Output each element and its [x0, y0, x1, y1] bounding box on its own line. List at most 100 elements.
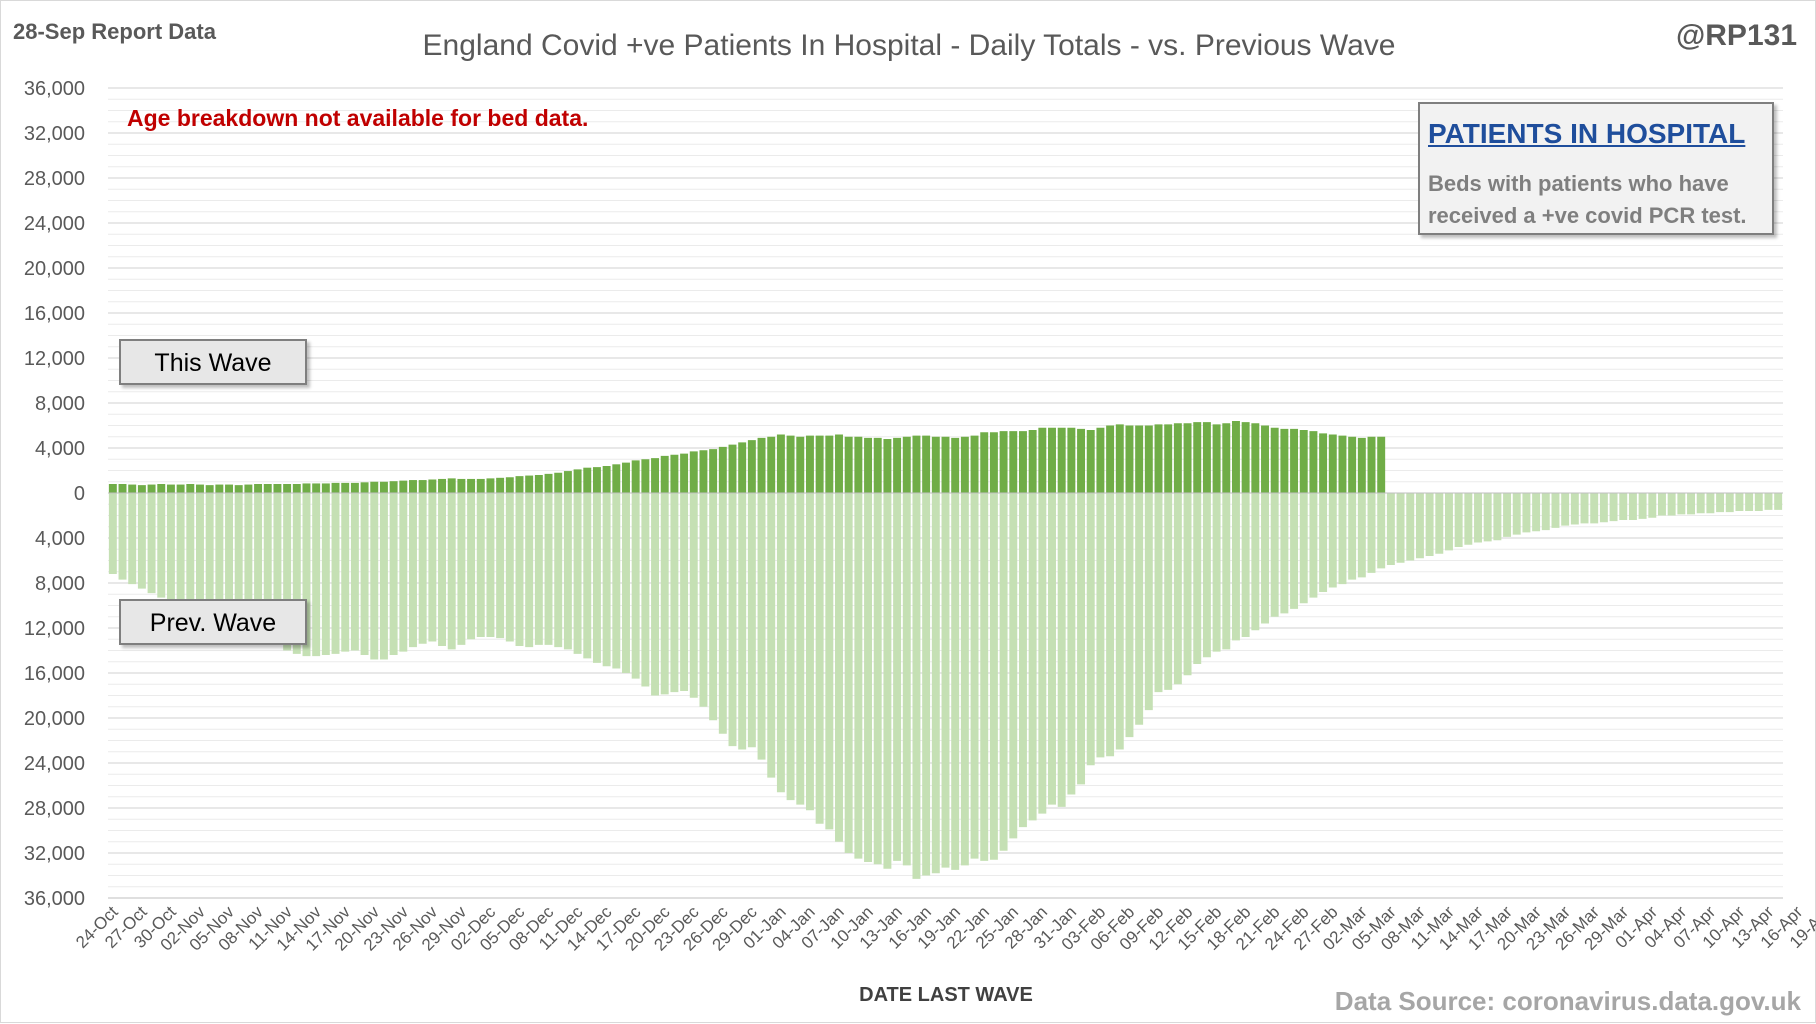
this-wave-bar [796, 436, 805, 493]
this-wave-bar [215, 484, 224, 493]
prev-wave-bar [1512, 493, 1521, 535]
this-wave-bar [835, 434, 843, 493]
prev-wave-bar [515, 493, 524, 646]
prev-wave-bar [1338, 493, 1347, 585]
prev-wave-bar [563, 493, 572, 650]
this-wave-bar [1028, 430, 1037, 493]
this-wave-bar [805, 435, 814, 493]
prev-wave-bar [1764, 493, 1773, 510]
this-wave-bar [912, 435, 921, 493]
this-wave-bar [263, 484, 272, 493]
prev-wave-bar [1667, 493, 1676, 516]
this-wave-bar [486, 478, 495, 493]
this-wave-bar [1183, 423, 1192, 493]
prev-wave-bar [1725, 493, 1734, 513]
this-wave-bar [1057, 427, 1066, 493]
this-wave-bar [554, 472, 563, 493]
this-wave-bar [1106, 425, 1115, 493]
y-tick-label: 20,000 [24, 708, 85, 730]
this-wave-bar [1067, 427, 1076, 493]
prev-wave-label: Prev. Wave [119, 599, 307, 645]
this-wave-bar [1115, 424, 1124, 493]
y-tick-label: 4,000 [35, 438, 85, 460]
prev-wave-bar [312, 493, 321, 657]
prev-wave-bar [1464, 493, 1473, 545]
this-wave-bar [1077, 428, 1086, 493]
prev-wave-bar [263, 493, 272, 641]
this-wave-bar [534, 475, 543, 493]
this-wave-bar [670, 454, 679, 493]
prev-wave-bar [660, 493, 669, 695]
prev-wave-bar [1231, 493, 1240, 641]
prev-wave-bar [1290, 493, 1299, 609]
this-wave-bar [108, 484, 117, 493]
y-tick-label: 36,000 [24, 78, 85, 100]
y-tick-label: 32,000 [24, 843, 85, 865]
prev-wave-bar [1357, 493, 1366, 578]
prev-wave-bar [1193, 493, 1202, 664]
prev-wave-bar [1086, 493, 1095, 766]
prev-wave-bar [447, 493, 456, 650]
this-wave-bar [786, 435, 795, 493]
this-wave-bar [1173, 423, 1182, 493]
this-wave-bar [631, 460, 640, 493]
this-wave-bar [622, 462, 630, 493]
prev-wave-bar [941, 493, 950, 868]
this-wave-bar [457, 478, 466, 493]
this-wave-bar [292, 484, 301, 493]
prev-wave-bar [1561, 493, 1570, 526]
prev-wave-bar [1425, 493, 1434, 556]
this-wave-bar [302, 483, 311, 493]
prev-wave-bar [525, 493, 534, 648]
prev-wave-bar [1144, 493, 1153, 711]
prev-wave-bar [1706, 493, 1715, 514]
prev-wave-bar [1638, 493, 1647, 519]
this-wave-bar [331, 482, 340, 493]
this-wave-bar [883, 439, 892, 493]
y-tick-label: 32,000 [24, 123, 85, 145]
prev-wave-bar [1173, 493, 1182, 685]
prev-wave-bar [321, 493, 330, 655]
prev-wave-bar [283, 493, 292, 651]
prev-wave-bar [108, 493, 117, 574]
prev-wave-bar [428, 493, 437, 642]
this-wave-bar [854, 436, 863, 493]
this-wave-bar [379, 481, 388, 493]
this-wave-bar [1096, 427, 1105, 493]
prev-wave-bar [1135, 493, 1144, 725]
prev-wave-bar [728, 493, 737, 747]
this-wave-bar [563, 471, 572, 493]
this-wave-bar [1048, 427, 1056, 493]
this-wave-bar [1202, 422, 1211, 493]
prev-wave-bar [496, 493, 505, 639]
prev-wave-bar [118, 493, 127, 580]
this-wave-bar [1164, 424, 1173, 493]
prev-wave-bar [970, 493, 979, 859]
this-wave-bar [1309, 431, 1318, 493]
report-date-label: 28-Sep Report Data [13, 19, 216, 44]
this-wave-bar [186, 484, 195, 493]
prev-wave-bar [1580, 493, 1589, 524]
prev-wave-bar [1377, 493, 1386, 569]
this-wave-bar [496, 477, 505, 493]
prev-wave-bar [1028, 493, 1037, 821]
info-box-title: PATIENTS IN HOSPITAL [1428, 118, 1746, 149]
prev-wave-bar [1367, 493, 1376, 573]
prev-wave-bar [1241, 493, 1250, 637]
prev-wave-bar [302, 493, 311, 657]
prev-wave-bar [1057, 493, 1066, 807]
this-wave-label: This Wave [119, 339, 307, 385]
prev-wave-bar [670, 493, 679, 693]
prev-wave-bar [602, 493, 611, 667]
prev-wave-bar [1348, 493, 1357, 580]
prev-wave-bar [341, 493, 350, 652]
this-wave-bar [273, 484, 282, 493]
this-wave-bar [418, 480, 427, 493]
prev-wave-bar [1696, 493, 1705, 514]
prev-wave-bar [757, 493, 766, 760]
prev-wave-bar [844, 493, 853, 853]
this-wave-bar [941, 436, 950, 493]
prev-wave-bar [1532, 493, 1541, 532]
prev-wave-bar [1415, 493, 1424, 559]
